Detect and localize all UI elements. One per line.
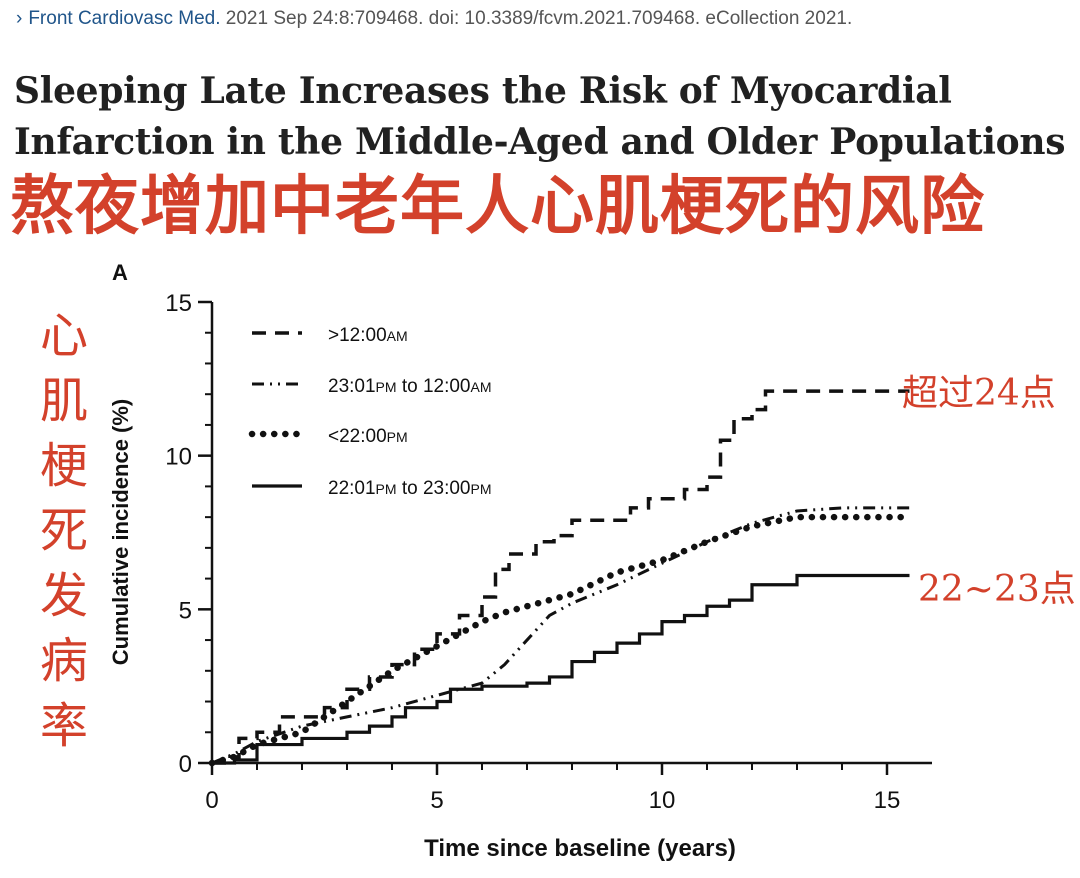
chart-legend: >12:00AM 23:01PM to 12:00AM <22:00PM 22:01P… xyxy=(248,325,492,499)
chinese-title: 熬夜增加中老年人心肌梗死的风险 xyxy=(10,170,985,244)
side-label-char: 病 xyxy=(39,633,88,689)
series-line-1 xyxy=(212,389,910,765)
chart-axes: 0 5 10 15 0 5 10 15 xyxy=(165,290,932,814)
x-tick-label: 0 xyxy=(205,787,218,814)
y-axis-label: Cumulative incidence (%) xyxy=(108,399,133,666)
y-tick-label: 10 xyxy=(165,444,192,471)
x-axis-label: Time since baseline (years) xyxy=(424,835,736,862)
y-tick-label: 5 xyxy=(179,597,192,624)
article-title-line-1: Sleeping Late Increases the Risk of Myoc… xyxy=(14,70,952,112)
side-label-char: 心 xyxy=(39,308,88,364)
side-label-char: 发 xyxy=(39,568,88,624)
citation-line: › Front Cardiovasc Med. 2021 Sep 24:8:709… xyxy=(16,8,852,30)
legend-label: 22:01PM to 23:00PM xyxy=(328,478,492,499)
panel-label: A xyxy=(112,260,128,285)
side-label-char: 肌 xyxy=(39,373,88,429)
chart-series xyxy=(208,389,913,767)
legend-label: 23:01PM to 12:00AM xyxy=(328,376,492,397)
side-label-char: 梗 xyxy=(39,438,88,494)
chevron-right-icon[interactable]: › xyxy=(16,8,23,29)
x-tick-label: 5 xyxy=(430,787,443,814)
x-tick-label: 15 xyxy=(874,787,901,814)
series-line-4 xyxy=(212,573,910,765)
y-tick-label: 15 xyxy=(165,290,192,317)
annotation-late: 超过24点 xyxy=(902,373,1056,414)
article-title: Sleeping Late Increases the Risk of Myoc… xyxy=(14,66,1074,168)
side-label-incidence: 心 肌 梗 死 发 病 率 xyxy=(32,304,96,759)
side-label-char: 率 xyxy=(39,698,88,754)
legend-label: >12:00AM xyxy=(328,325,408,346)
series-line-3 xyxy=(208,513,913,767)
series-line-2 xyxy=(211,506,910,765)
y-tick-label: 0 xyxy=(179,751,192,778)
article-title-line-2: Infarction in the Middle-Aged and Older … xyxy=(14,121,1066,163)
citation-details: 2021 Sep 24:8:709468. doi: 10.3389/fcvm.… xyxy=(220,8,853,29)
annotation-early: 22~23点 xyxy=(918,569,1076,610)
side-label-char: 死 xyxy=(39,503,88,559)
journal-link[interactable]: Front Cardiovasc Med. xyxy=(28,8,221,29)
x-tick-label: 10 xyxy=(649,787,676,814)
legend-label: <22:00PM xyxy=(328,426,408,447)
